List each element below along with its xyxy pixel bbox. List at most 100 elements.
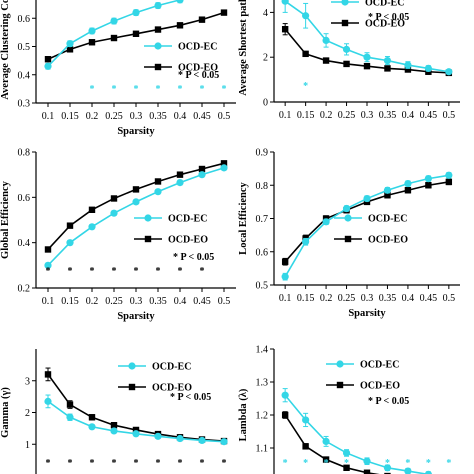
significance-star: * [112, 266, 117, 277]
data-point-ocd-ec [445, 68, 453, 76]
data-point-ocd-eo [88, 39, 96, 46]
data-point-ocd-ec [66, 413, 74, 421]
data-point-ocd-ec [445, 171, 453, 179]
data-point-ocd-ec [363, 457, 371, 465]
significance-star: * [178, 266, 183, 277]
data-point-ocd-ec [302, 12, 310, 20]
x-tick-label: 0.15 [61, 296, 79, 307]
data-point-ocd-ec [44, 62, 52, 70]
data-point-ocd-ec [154, 1, 162, 10]
chart-panel-1: 0.3 0.4 0.5 0.6 0.1 0.15 0.2 0.25 0.3 0.35 0.4 0.45… [0, 0, 236, 137]
y-tick-label: 0.8 [18, 148, 31, 159]
x-tick-label: 0.2 [320, 293, 333, 304]
y-tick-label: 0.4 [18, 70, 31, 81]
data-point-ocd-eo [66, 46, 74, 53]
legend-p-value: * P < 0.05 [173, 252, 214, 263]
x-tick-label: 0.15 [297, 293, 315, 304]
data-point-ocd-eo [220, 9, 228, 16]
data-point-ocd-ec [302, 416, 310, 424]
data-point-ocd-eo [404, 66, 412, 73]
x-tick-label: 0.4 [174, 111, 187, 122]
significance-star: * [90, 84, 95, 95]
y-tick-label: 0.5 [18, 42, 31, 53]
data-point-ocd-eo [322, 456, 330, 463]
x-tick-label: 0.45 [420, 293, 438, 304]
significance-star: * [283, 458, 288, 469]
data-point-ocd-eo [281, 411, 289, 419]
data-point-ocd-eo [198, 16, 206, 23]
legend-label-ocd-ec: OCD-EC [365, 0, 404, 9]
data-point-ocd-eo [66, 222, 74, 229]
legend-marker-ocd-eo [344, 235, 352, 243]
legend-label-ocd-eo: OCD-EO [168, 235, 208, 246]
series-line-ocd-ec [284, 174, 449, 278]
x-tick-label: 0.35 [379, 293, 397, 304]
x-tick-label: 0.4 [402, 293, 415, 304]
y-axis-label: Lambda (λ) [238, 388, 249, 441]
significance-star: * [303, 458, 308, 469]
y-tick-label: 1.2 [256, 411, 269, 422]
data-point-ocd-ec [66, 40, 74, 48]
legend-marker-ocd-ec [336, 360, 344, 368]
data-point-ocd-ec [154, 432, 162, 440]
x-tick-label: 0.25 [338, 110, 356, 121]
legend-p-value: * P < 0.05 [170, 392, 211, 403]
data-point-ocd-ec [404, 467, 412, 474]
data-point-ocd-ec [132, 9, 140, 17]
data-point-ocd-ec [198, 171, 206, 179]
x-tick-label: 0.35 [379, 110, 397, 121]
significance-star: * [46, 266, 51, 277]
y-tick-label: 1.1 [256, 444, 269, 455]
chart-panel-4: 0.5 0.6 0.7 0.8 0.9 0.1 0.15 0.2 0.25 0.3 0.35 0.4 0… [238, 148, 460, 319]
data-point-ocd-eo [384, 472, 391, 474]
data-point-ocd-ec [383, 186, 392, 194]
x-tick-label: 0.25 [338, 293, 356, 304]
legend-label-ocd-eo: OCD-EO [365, 19, 405, 30]
legend-p-value: * P < 0.05 [368, 396, 409, 407]
significance-star: * [200, 458, 205, 469]
data-point-ocd-eo [132, 186, 140, 193]
legend-marker-ocd-ec [144, 214, 152, 222]
legend-label-ocd-eo: OCD-EO [368, 235, 408, 246]
data-point-ocd-eo [363, 62, 371, 70]
x-tick-label: 0.1 [42, 111, 55, 122]
chart-panel-3: 0.2 0.4 0.6 0.8 0.1 0.15 0.2 0.25 0.3 0.35 0.4 0.45… [0, 148, 236, 322]
legend: OCD-EC OCD-EO [334, 214, 408, 246]
y-tick-label: 0.9 [256, 148, 269, 159]
data-point-ocd-ec [404, 179, 412, 188]
x-tick-label: 0.4 [402, 110, 415, 121]
legend-marker-ocd-ec [128, 362, 136, 370]
significance-star: * [46, 458, 51, 469]
data-point-ocd-ec [342, 204, 351, 213]
legend-label-ocd-eo: OCD-EO [360, 381, 400, 392]
significance-star: * [134, 266, 139, 277]
significance-star: * [405, 458, 410, 469]
data-point-ocd-ec [363, 53, 371, 61]
significance-star: * [303, 81, 308, 92]
legend-marker-ocd-eo [336, 381, 344, 389]
significance-star: * [385, 458, 390, 469]
data-point-ocd-ec [383, 464, 392, 472]
x-tick-label: 0.5 [443, 110, 456, 121]
x-tick-label: 0.5 [218, 111, 231, 122]
significance-star: * [134, 84, 139, 95]
legend-marker-ocd-eo [341, 19, 349, 27]
data-point-ocd-eo [110, 195, 118, 202]
legend: OCD-EC OCD-EO * P < 0.05 [134, 214, 214, 263]
data-point-ocd-eo [425, 182, 432, 189]
data-point-ocd-eo [176, 171, 184, 178]
data-point-ocd-eo [154, 26, 162, 33]
data-point-ocd-ec [342, 45, 351, 53]
y-tick-label: 0.6 [18, 14, 31, 25]
significance-star: * [344, 458, 349, 469]
legend-marker-ocd-eo [144, 235, 152, 243]
legend-marker-ocd-eo [128, 383, 136, 391]
x-tick-label: 0.3 [361, 293, 374, 304]
y-axis-label: Average Clustering Coe [0, 0, 11, 100]
y-tick-label: 0.2 [18, 284, 31, 295]
legend-label-ocd-ec: OCD-EC [168, 214, 207, 225]
y-tick-label: 0.3 [18, 99, 31, 110]
data-point-ocd-ec [110, 209, 118, 217]
